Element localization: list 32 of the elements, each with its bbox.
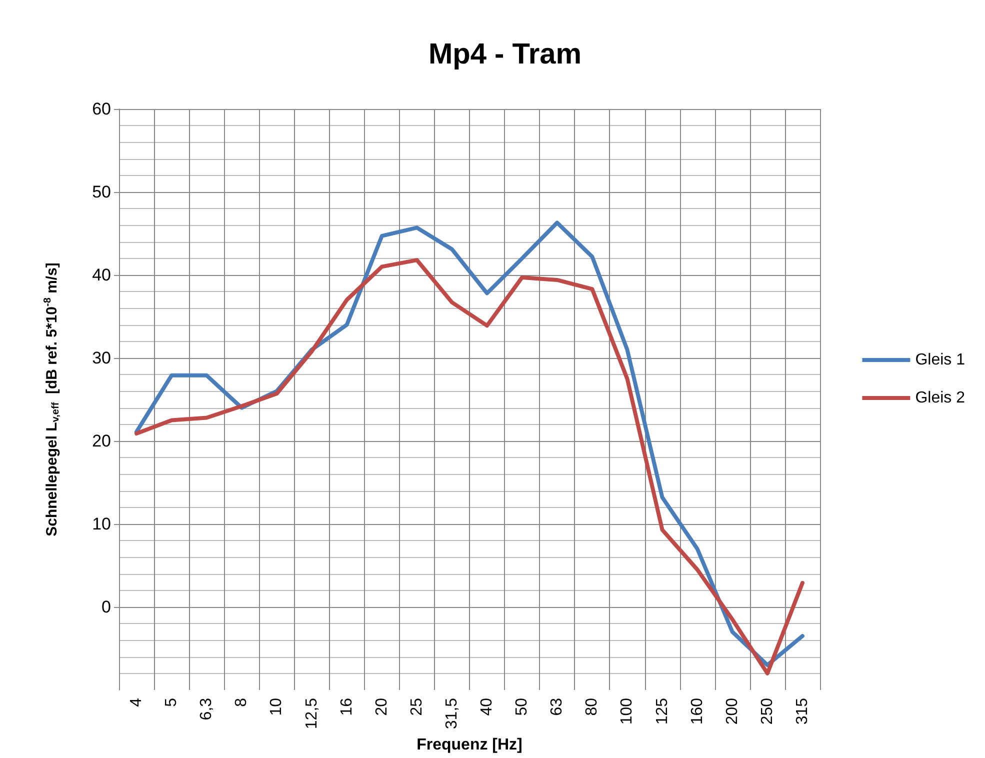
x-tick-label: 80 [584,698,601,716]
x-tick-label: 10 [268,698,286,716]
x-tick-label: 63 [548,698,566,716]
y-tick-label: 30 [92,348,111,368]
x-tick-label: 160 [688,698,706,725]
x-tick-label: 250 [758,698,776,725]
x-tick-label: 6,3 [198,698,216,720]
x-tick-label: 200 [724,698,741,725]
y-tick-label: 10 [92,514,111,534]
x-tick-label: 100 [618,698,636,725]
x-tick-label: 31,5 [443,698,460,730]
y-tick-label: 60 [92,100,111,118]
x-tick-label: 50 [514,698,531,716]
y-tick-label: 50 [92,182,111,202]
x-tick-label: 4 [128,698,146,707]
legend-label: Gleis 1 [915,352,966,368]
x-tick-label: 40 [478,698,496,716]
y-axis-title: Schnellepegel Lv,eff [dB ref. 5*10-8 m/s] [42,262,62,536]
chart-title: Mp4 - Tram [428,38,582,70]
x-tick-label: 25 [408,698,426,716]
x-tick-label: 12,5 [303,698,320,730]
legend-label: Gleis 2 [915,390,966,406]
y-tick-label: 0 [102,597,111,616]
x-axis-title: Frequenz [Hz] [416,736,522,754]
y-tick-label: 40 [92,265,111,284]
x-tick-label: 5 [163,698,180,707]
y-tick-label: 20 [92,431,111,450]
x-tick-label: 16 [338,698,356,716]
x-tick-label: 315 [794,698,811,725]
x-tick-label: 125 [654,698,671,725]
x-tick-label: 20 [373,698,390,716]
x-tick-label: 8 [233,698,250,707]
